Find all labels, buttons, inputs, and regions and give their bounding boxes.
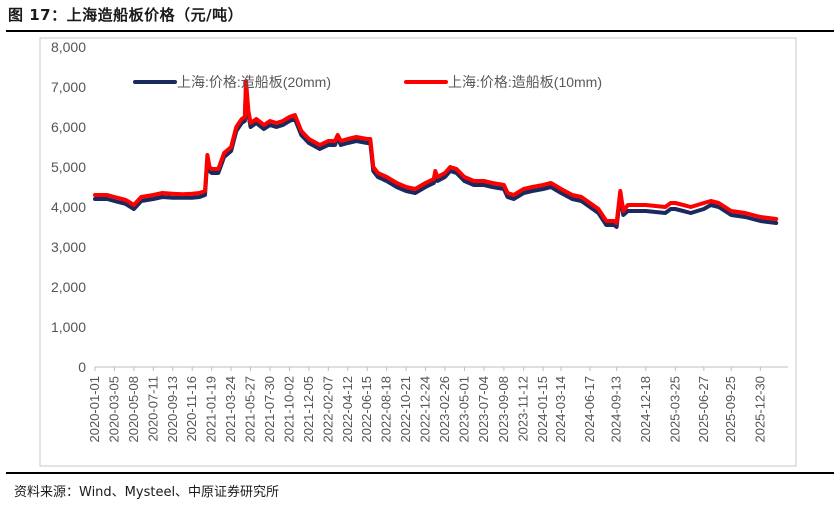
- y-tick-label: 0: [78, 359, 86, 375]
- x-tick-label: 2022-10-21: [398, 376, 413, 443]
- series-layer: [93, 79, 779, 229]
- plot-frame: [39, 37, 797, 467]
- x-tick-label: 2021-05-27: [243, 376, 258, 443]
- bottom-rule: [6, 472, 834, 474]
- x-tick-label: 2020-01-01: [87, 376, 102, 443]
- source-note: 资料来源：Wind、Mysteel、中原证券研究所: [14, 485, 280, 500]
- y-tick-label: 5,000: [51, 159, 86, 175]
- x-tick-label: 2023-11-12: [516, 376, 531, 442]
- x-tick-label: 2024-06-17: [582, 376, 597, 443]
- x-tick-label: 2021-12-05: [301, 376, 316, 443]
- x-axis: 2020-01-01 2020-03-05 2020-05-08 2020-07-11…: [87, 366, 788, 443]
- x-tick-label: 2022-08-18: [379, 376, 394, 443]
- x-tick-label: 2021-10-02: [281, 376, 296, 443]
- x-tick-label: 2025-03-25: [667, 376, 682, 443]
- y-tick-label: 7,000: [51, 79, 86, 95]
- chart: 0 1,000 2,000 3,000 4,000 5,000 6,000 7,000 8,00…: [39, 37, 797, 467]
- y-tick-label: 8,000: [51, 39, 86, 55]
- x-tick-label: 2023-07-04: [476, 376, 491, 443]
- legend-label: 上海:价格:造船板(10mm): [448, 74, 602, 90]
- x-tick-label: 2020-09-13: [165, 376, 180, 443]
- x-tick-label: 2020-07-11: [145, 376, 160, 442]
- y-tick-label: 4,000: [51, 199, 86, 215]
- x-tick-label: 2021-03-24: [223, 376, 238, 443]
- y-tick-label: 6,000: [51, 119, 86, 135]
- x-tick-label: 2024-12-18: [638, 376, 653, 443]
- y-tick-label: 1,000: [51, 319, 86, 335]
- x-tick-label: 2025-09-25: [723, 376, 738, 443]
- y-tick-label: 2,000: [51, 279, 86, 295]
- y-tick-label: 3,000: [51, 239, 86, 255]
- x-tick-label: 2023-09-08: [496, 376, 511, 443]
- x-tick-label: 2022-04-12: [340, 376, 355, 443]
- x-tick-label: 2020-11-16: [184, 376, 199, 442]
- y-axis: 0 1,000 2,000 3,000 4,000 5,000 6,000 7,000 8,00…: [51, 39, 86, 375]
- x-tick-label: 2024-03-14: [553, 376, 568, 443]
- series-line-10mm: [93, 79, 779, 225]
- x-tick-label: 2023-05-01: [456, 376, 471, 443]
- x-tick-label: 2020-05-08: [126, 376, 141, 443]
- x-tick-label: 2022-02-07: [320, 376, 335, 443]
- figure-title: 图 17：上海造船板价格（元/吨）: [8, 6, 244, 24]
- x-tick-label: 2021-01-19: [204, 376, 219, 443]
- x-tick-label: 2022-12-24: [418, 376, 433, 443]
- x-tick-label: 2021-07-30: [262, 376, 277, 443]
- x-tick-label: 2023-02-26: [437, 376, 452, 443]
- x-tick-label: 2022-06-15: [359, 376, 374, 443]
- series-line-20mm: [93, 83, 779, 229]
- top-rule: [6, 30, 834, 32]
- legend: 上海:价格:造船板(20mm) 上海:价格:造船板(10mm): [133, 74, 602, 90]
- x-tick-label: 2024-09-13: [609, 376, 624, 443]
- x-tick-label: 2020-03-05: [106, 376, 121, 443]
- x-tick-label: 2025-06-27: [696, 376, 711, 443]
- x-tick-label: 2024-01-15: [535, 376, 550, 443]
- legend-label: 上海:价格:造船板(20mm): [177, 74, 331, 90]
- x-tick-label: 2025-12-30: [752, 376, 767, 443]
